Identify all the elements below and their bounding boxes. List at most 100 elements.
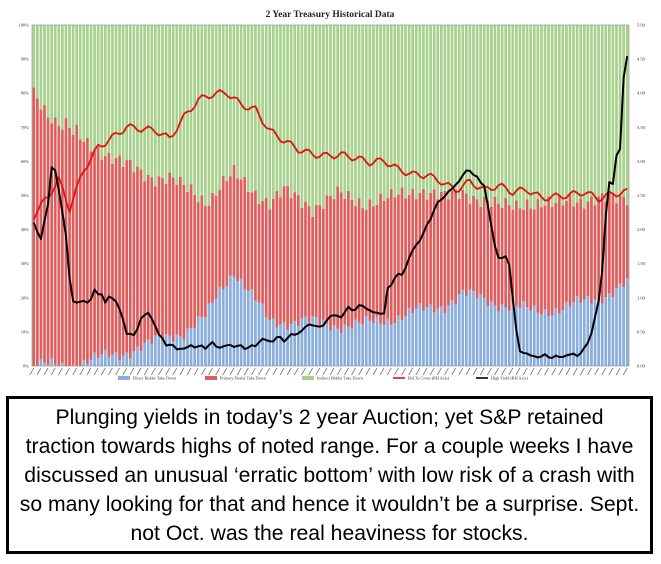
bar-primary xyxy=(214,195,218,299)
axes-layer: 0% 10% 20% 30% 40% 50% 60% 70% 80% 90% 100% 0.00 0.5… xyxy=(19,23,646,376)
bar-direct xyxy=(361,324,365,366)
bar-direct xyxy=(118,360,121,366)
bar-indirect xyxy=(400,25,404,188)
bar-primary xyxy=(350,199,354,329)
plot-frame xyxy=(31,24,630,367)
bar-direct xyxy=(275,327,279,366)
bar-primary xyxy=(254,190,257,301)
bar-indirect xyxy=(271,25,275,199)
x-tick-label xyxy=(208,367,213,376)
bar-indirect xyxy=(490,25,493,207)
bar-primary xyxy=(625,205,629,279)
bar-primary xyxy=(454,189,457,304)
bar-direct xyxy=(450,300,454,366)
bar-direct xyxy=(532,305,536,366)
bar-indirect xyxy=(525,25,529,200)
bar-primary xyxy=(468,203,472,290)
bar-direct xyxy=(364,315,368,366)
legend-swatch xyxy=(205,376,217,380)
bar-primary xyxy=(268,209,272,321)
x-tick-label xyxy=(415,367,421,376)
x-tick-label xyxy=(429,367,435,376)
bar-direct xyxy=(257,302,261,366)
bar-primary xyxy=(89,151,93,361)
bar-primary xyxy=(511,209,515,303)
bar-indirect xyxy=(86,25,89,138)
bar-indirect xyxy=(268,25,272,210)
bar-direct xyxy=(321,319,325,366)
bar-primary xyxy=(296,195,300,327)
bar-primary xyxy=(493,196,497,306)
bar-indirect xyxy=(36,25,39,99)
bar-indirect xyxy=(43,25,46,106)
bar-direct xyxy=(125,352,129,366)
bar-primary xyxy=(196,202,200,317)
bar-primary xyxy=(189,184,193,329)
bar-indirect xyxy=(464,25,468,194)
bar-primary xyxy=(422,188,425,311)
bar-indirect xyxy=(189,25,193,185)
x-tick-label xyxy=(122,367,128,376)
bar-direct xyxy=(214,298,218,366)
bar-primary xyxy=(236,178,239,282)
bar-direct xyxy=(150,343,154,366)
x-tick-label xyxy=(394,367,399,376)
bar-indirect xyxy=(164,25,168,185)
bar-indirect xyxy=(107,25,111,153)
x-tick-label xyxy=(522,367,528,376)
bar-direct xyxy=(325,323,329,366)
bar-indirect xyxy=(57,25,61,126)
bar-primary xyxy=(239,179,243,279)
x-tick-label xyxy=(472,367,478,376)
bar-indirect xyxy=(407,25,411,195)
bar-primary xyxy=(332,199,336,326)
bar-primary xyxy=(204,206,207,318)
x-tick-label xyxy=(329,367,335,376)
bar-indirect xyxy=(347,25,350,191)
bar-primary xyxy=(275,191,279,328)
bar-indirect xyxy=(236,25,239,179)
x-tick-label xyxy=(386,367,392,376)
bar-direct xyxy=(143,342,146,366)
bar-direct xyxy=(332,325,336,366)
x-tick-label xyxy=(129,367,135,376)
bar-direct xyxy=(300,318,304,366)
bar-primary xyxy=(118,155,121,361)
bar-primary xyxy=(311,216,314,317)
bar-direct xyxy=(464,295,468,366)
bar-indirect xyxy=(350,25,354,200)
bar-primary xyxy=(582,208,586,300)
bar-indirect xyxy=(579,25,583,199)
bar-primary xyxy=(429,192,432,305)
bar-indirect xyxy=(404,25,407,199)
y-left-tick-label: 70% xyxy=(21,125,30,130)
bar-primary xyxy=(93,150,96,353)
bar-indirect xyxy=(461,25,465,190)
bar-indirect xyxy=(518,25,522,209)
bar-indirect xyxy=(479,25,483,207)
bar-primary xyxy=(532,209,536,306)
bar-primary xyxy=(125,160,129,353)
bar-indirect xyxy=(354,25,357,207)
bar-indirect xyxy=(554,25,558,204)
bar-primary xyxy=(221,176,225,290)
bar-primary xyxy=(211,192,214,303)
bar-primary xyxy=(432,189,436,313)
bar-direct xyxy=(529,310,533,366)
bar-primary xyxy=(464,193,468,296)
bar-direct xyxy=(211,302,214,366)
bar-direct xyxy=(457,294,461,366)
bar-primary xyxy=(329,195,332,331)
bar-indirect xyxy=(186,25,189,192)
bar-primary xyxy=(479,206,483,294)
bar-indirect xyxy=(472,25,475,196)
bar-direct xyxy=(268,320,272,366)
bar-direct xyxy=(482,297,486,366)
bar-primary xyxy=(611,193,615,298)
x-tick-label xyxy=(537,367,542,376)
bar-direct xyxy=(111,354,114,366)
bar-indirect xyxy=(414,25,418,200)
bar-primary xyxy=(368,199,372,321)
bar-indirect xyxy=(300,25,304,208)
legend-label: Indirect Bidder Take Down xyxy=(317,376,364,381)
